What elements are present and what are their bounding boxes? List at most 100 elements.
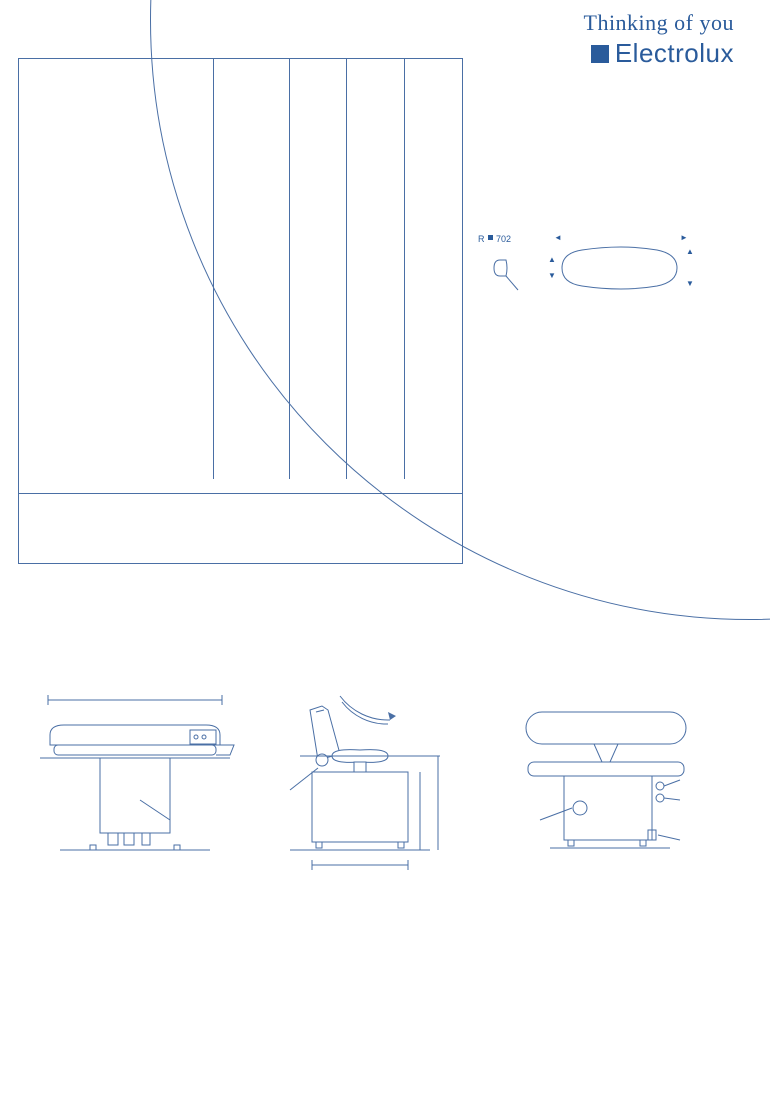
spec-cell (19, 269, 214, 283)
spec-cell (347, 353, 405, 367)
spec-cell (214, 171, 289, 185)
spec-cell (289, 437, 347, 451)
spec-cell (404, 227, 462, 241)
spec-cell (289, 507, 347, 521)
spec-cell (214, 129, 289, 143)
spec-cell (214, 381, 289, 395)
spec-cell (289, 255, 347, 269)
spec-cell (404, 381, 462, 395)
spec-cell (404, 143, 462, 157)
spec-cell (19, 493, 214, 507)
spec-cell (404, 129, 462, 143)
spec-cell (289, 353, 347, 367)
spec-cell (214, 185, 289, 199)
spec-cell (214, 115, 289, 129)
spec-cell (289, 381, 347, 395)
spec-cell (404, 255, 462, 269)
spec-cell (19, 367, 214, 381)
spec-cell (289, 199, 347, 213)
spec-cell (19, 311, 214, 325)
spec-cell (289, 227, 347, 241)
spec-cell (19, 549, 214, 563)
spec-cell (214, 507, 289, 521)
spec-cell (214, 59, 289, 73)
spec-cell (19, 409, 214, 423)
spec-cell (19, 227, 214, 241)
spec-cell (347, 465, 405, 479)
drawing-rear (510, 690, 730, 890)
spec-cell (347, 297, 405, 311)
spec-cell (214, 227, 289, 241)
spec-cell (289, 535, 347, 549)
spec-cell (404, 73, 462, 87)
spec-cell (289, 185, 347, 199)
spec-cell (347, 241, 405, 255)
spec-cell (347, 185, 405, 199)
radius-label: R (478, 234, 485, 244)
spec-cell (404, 535, 462, 549)
spec-cell (347, 129, 405, 143)
spec-cell (404, 367, 462, 381)
spec-cell (289, 115, 347, 129)
spec-cell (347, 157, 405, 171)
spec-cell (404, 451, 462, 465)
spec-cell (347, 451, 405, 465)
spec-cell (19, 451, 214, 465)
arrow-down-icon: ▼ (686, 279, 694, 288)
spec-cell (19, 283, 214, 297)
spec-cell (404, 297, 462, 311)
spec-cell (214, 311, 289, 325)
spec-cell (214, 143, 289, 157)
arrow-up-icon: ▲ (686, 247, 694, 256)
spec-cell (289, 367, 347, 381)
spec-cell (289, 87, 347, 101)
spec-cell (214, 199, 289, 213)
spec-cell (347, 381, 405, 395)
spec-cell (214, 395, 289, 409)
spec-cell (404, 213, 462, 227)
spec-cell (347, 59, 405, 73)
spec-cell (404, 493, 462, 507)
spec-cell (19, 213, 214, 227)
spec-cell (404, 269, 462, 283)
svg-text:R: R (478, 234, 485, 244)
spec-cell (289, 213, 347, 227)
spec-cell (404, 521, 462, 535)
brand-tagline: Thinking of you (584, 10, 735, 36)
spec-cell (404, 171, 462, 185)
arrow-up-icon-2: ▲ (548, 255, 556, 264)
spec-cell (289, 73, 347, 87)
spec-cell (404, 339, 462, 353)
spec-cell (214, 521, 289, 535)
spec-cell (214, 535, 289, 549)
spec-cell (19, 73, 214, 87)
spec-cell (347, 73, 405, 87)
spec-cell (214, 255, 289, 269)
spec-cell (19, 101, 214, 115)
spec-cell (214, 87, 289, 101)
spec-cell (289, 311, 347, 325)
spec-cell (19, 157, 214, 171)
spec-cell (404, 101, 462, 115)
arrow-down-icon-2: ▼ (548, 271, 556, 280)
spec-cell (404, 115, 462, 129)
spec-cell (289, 549, 347, 563)
spec-cell (19, 465, 214, 479)
spec-cell (214, 157, 289, 171)
spec-cell (289, 521, 347, 535)
spec-cell (214, 549, 289, 563)
spec-cell (214, 493, 289, 507)
spec-cell (289, 171, 347, 185)
spec-cell (19, 241, 214, 255)
drawing-side (270, 690, 480, 890)
spec-cell (347, 171, 405, 185)
brand-block: Thinking of you Electrolux (584, 10, 735, 69)
spec-cell (19, 339, 214, 353)
spec-cell (214, 409, 289, 423)
spec-cell (289, 241, 347, 255)
spec-cell (19, 87, 214, 101)
spec-cell (19, 185, 214, 199)
spec-cell (347, 521, 405, 535)
spec-cell (214, 297, 289, 311)
spec-cell (404, 465, 462, 479)
